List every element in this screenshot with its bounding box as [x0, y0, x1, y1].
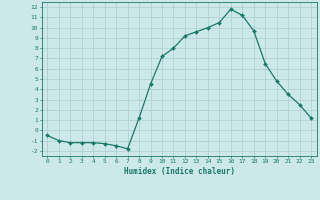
X-axis label: Humidex (Indice chaleur): Humidex (Indice chaleur)	[124, 167, 235, 176]
